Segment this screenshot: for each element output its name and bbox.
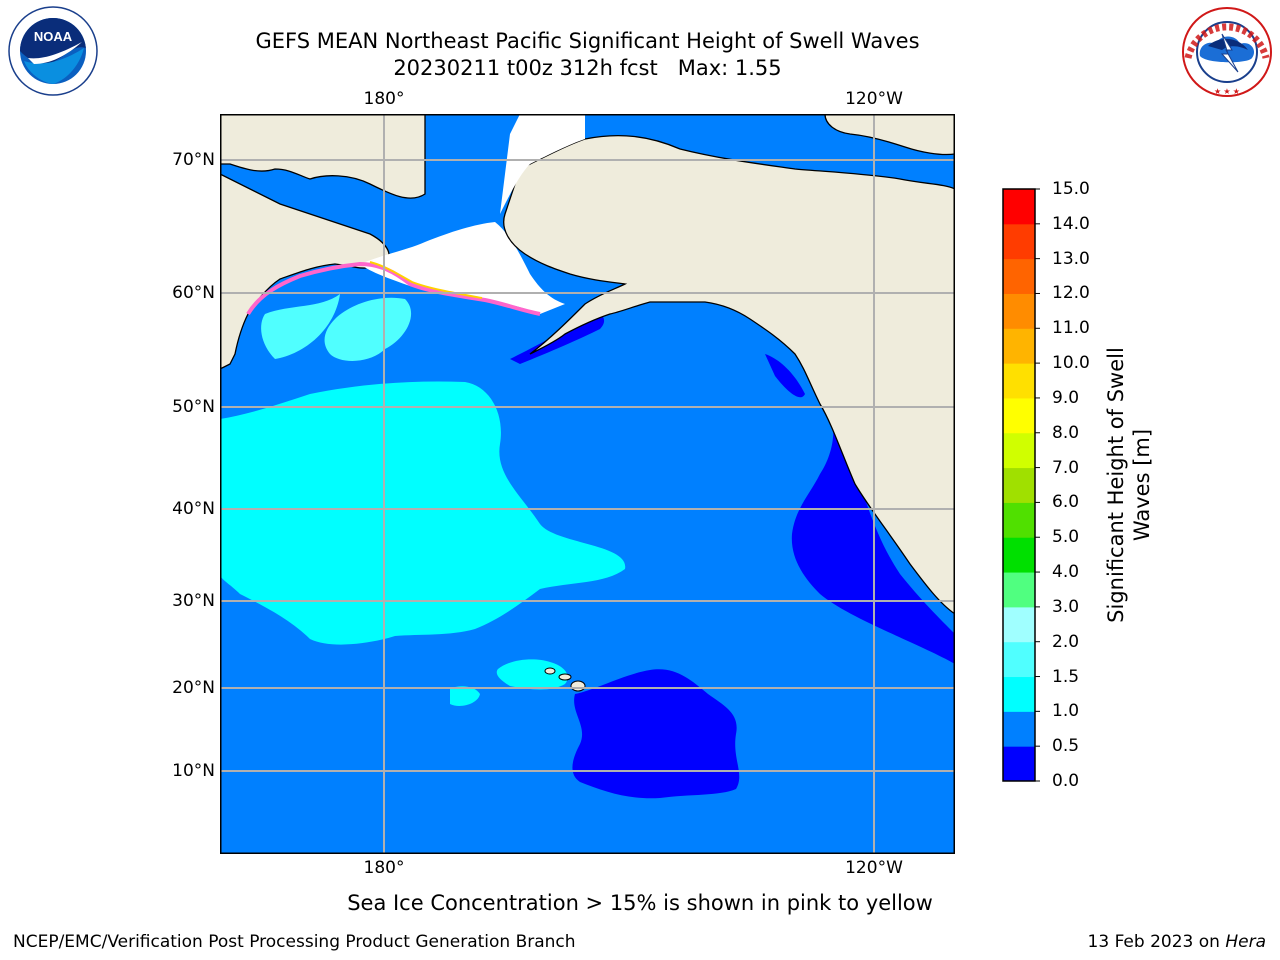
noaa-logo: NOAA [8,6,98,96]
colorbar-frame [1002,188,1036,782]
colorbar [1002,188,1040,782]
lat-label-30n: 30°N [172,591,215,611]
colorbar-segment [1003,676,1035,712]
colorbar-segment [1003,641,1035,678]
lat-label-10n: 10°N [172,761,215,781]
lon-label-bottom-120w: 120°W [845,858,903,878]
lat-label-70n: 70°N [172,150,215,170]
colorbar-segment [1003,258,1035,294]
land-kamchatka [220,173,390,370]
chart-title: GEFS MEAN Northeast Pacific Significant … [255,29,920,53]
lat-label-40n: 40°N [172,499,215,519]
colorbar-segment [1003,189,1035,225]
colorbar-tick-label: 15.0 [1052,179,1090,199]
colorbar-segment [1003,606,1035,643]
colorbar-tick-label: 11.0 [1052,318,1090,339]
swell-region-0-0_5m-bc [765,354,805,398]
lon-label-top-120w: 120°W [845,89,903,109]
colorbar-tick-label: 2.0 [1052,631,1080,652]
swell-region-west-patch [450,686,480,706]
colorbar-segment [1003,502,1035,538]
colorbar-segment [1003,432,1035,469]
colorbar-tick-label: 0.0 [1052,771,1080,791]
colorbar-segment [1003,223,1035,260]
lat-label-60n: 60°N [172,283,215,303]
footer-credit: NCEP/EMC/Verification Post Processing Pr… [13,932,576,952]
nws-logo: ★ ★ ★ [1182,7,1272,97]
lon-label-bottom-180: 180° [363,858,405,878]
colorbar-tick-label: 9.0 [1052,387,1080,408]
colorbar-segment [1003,293,1035,329]
svg-text:★ ★ ★: ★ ★ ★ [1214,87,1240,96]
swell-region-nw-coast [261,294,340,359]
swell-region-north [324,297,412,361]
footer-date: 13 Feb 2023 on Hera [1088,932,1266,952]
colorbar-tick-label: 14.0 [1052,213,1090,234]
colorbar-title: Significant Height of Swell Waves [m] [1104,347,1154,623]
colorbar-tick-label: 0.5 [1052,736,1080,757]
colorbar-segment [1003,467,1035,503]
lon-label-top-180: 180° [363,89,405,109]
colorbar-segment [1003,363,1035,399]
colorbar-tick-label: 3.0 [1052,596,1080,617]
colorbar-segment [1003,328,1035,364]
noaa-logo-text: NOAA [34,29,73,44]
colorbar-tick-label: 12.0 [1052,283,1090,304]
sea-ice-arctic [500,114,585,214]
land-arctic-islands [824,114,955,156]
map-panel [220,114,955,854]
land-russia [220,114,426,199]
swell-region-0-0_5m-south [572,669,740,799]
footer-date-text: 13 Feb 2023 on [1087,932,1226,952]
colorbar-tick-label: 1.5 [1052,666,1080,687]
lat-label-50n: 50°N [172,397,215,417]
colorbar-segment [1003,746,1035,782]
chart-subtitle: 20230211 t00z 312h fcst Max: 1.55 [393,56,782,80]
colorbar-segment [1003,711,1035,747]
colorbar-segment [1003,397,1035,434]
colorbar-tick-label: 5.0 [1052,527,1080,548]
lat-label-20n: 20°N [172,678,215,698]
colorbar-tick-label: 8.0 [1052,422,1080,443]
colorbar-segment [1003,537,1035,573]
sea-ice-note: Sea Ice Concentration > 15% is shown in … [347,891,933,915]
map-frame [220,114,955,854]
colorbar-tick-label: 10.0 [1052,353,1090,374]
land-alaska-canada [503,134,955,615]
footer-host: Hera [1225,932,1266,952]
swell-region-hawaii [496,659,568,690]
colorbar-tick-label: 6.0 [1052,492,1080,513]
colorbar-tick-label: 1.0 [1052,701,1080,722]
colorbar-tick-label: 7.0 [1052,457,1080,478]
swell-region-1-1_5m [220,381,626,645]
colorbar-tick-label: 13.0 [1052,248,1090,269]
graticule [220,114,955,854]
colorbar-tick-label: 4.0 [1052,562,1080,583]
colorbar-segment [1003,572,1035,608]
